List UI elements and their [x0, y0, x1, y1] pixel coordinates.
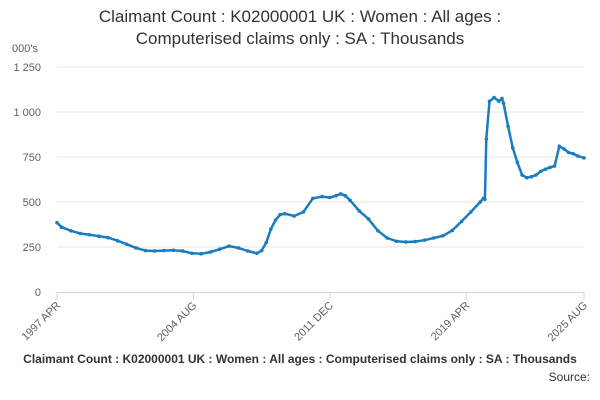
- x-tick-label: 2025 AUG: [546, 300, 590, 344]
- data-point: [515, 160, 520, 165]
- y-tick-label: 1 000: [13, 107, 41, 119]
- data-point: [292, 214, 296, 218]
- data-point: [338, 192, 343, 196]
- chart-title-line-2: Computerised claims only : SA : Thousand…: [135, 29, 465, 48]
- data-point: [348, 198, 352, 202]
- data-point: [520, 173, 524, 177]
- series-line: [55, 96, 586, 256]
- data-point: [403, 240, 408, 244]
- data-point: [566, 150, 571, 155]
- data-point: [552, 164, 557, 168]
- y-tick-label: 0: [35, 287, 41, 299]
- data-point: [217, 247, 222, 251]
- data-point: [576, 154, 580, 158]
- data-point: [431, 236, 436, 240]
- data-point: [413, 239, 417, 244]
- data-point: [582, 156, 586, 160]
- data-point: [328, 195, 332, 200]
- data-point: [366, 217, 371, 221]
- chart-title-line-1: Claimant Count : K02000001 UK : Women : …: [98, 7, 502, 26]
- data-point: [357, 209, 362, 213]
- data-point: [143, 248, 148, 253]
- data-point: [529, 175, 534, 179]
- data-point: [538, 169, 543, 174]
- data-point: [510, 146, 515, 150]
- data-point: [190, 251, 194, 256]
- data-point: [97, 234, 101, 238]
- y-tick-label: 1 250: [13, 62, 41, 74]
- y-tick-label: 500: [23, 197, 41, 209]
- data-point: [478, 200, 482, 204]
- data-point: [450, 228, 455, 233]
- data-point: [562, 147, 566, 151]
- data-point: [227, 244, 231, 248]
- data-point: [273, 218, 278, 222]
- data-point: [134, 246, 138, 250]
- data-point: [571, 151, 576, 156]
- data-point: [385, 236, 389, 240]
- data-point: [124, 242, 129, 247]
- data-point: [376, 229, 380, 233]
- data-point: [264, 240, 269, 245]
- y-tick-label: 250: [23, 242, 41, 254]
- data-point: [500, 96, 504, 101]
- data-point: [310, 196, 315, 201]
- chart-title: Claimant Count : K02000001 UK : Women : …: [0, 6, 600, 50]
- data-point: [269, 227, 273, 231]
- data-point: [171, 248, 176, 253]
- data-point: [259, 248, 264, 253]
- data-point: [283, 211, 287, 216]
- y-axis-unit-label: 000's: [12, 43, 38, 55]
- data-point: [487, 99, 492, 103]
- data-point: [441, 234, 445, 238]
- data-point: [152, 249, 157, 253]
- data-point: [497, 99, 501, 103]
- data-point: [548, 165, 552, 170]
- data-point: [208, 250, 213, 254]
- data-point: [255, 251, 259, 256]
- data-point: [459, 219, 464, 224]
- data-point: [236, 246, 241, 250]
- data-point: [162, 248, 166, 253]
- data-point: [106, 235, 110, 240]
- data-point: [557, 144, 562, 148]
- data-point: [506, 124, 510, 129]
- data-point: [59, 225, 64, 229]
- data-point: [469, 210, 473, 214]
- source-label: Source:: [548, 370, 590, 384]
- data-point: [199, 252, 203, 256]
- data-point: [483, 197, 487, 202]
- data-point: [115, 238, 120, 243]
- data-point: [394, 239, 399, 244]
- x-tick-label: 2019 APR: [429, 300, 473, 344]
- data-point: [180, 249, 185, 253]
- data-point: [492, 95, 496, 100]
- data-point: [55, 220, 59, 225]
- data-point: [78, 231, 83, 236]
- data-point: [301, 210, 306, 214]
- data-point: [278, 212, 283, 217]
- x-tick-label: 2004 AUG: [155, 300, 199, 344]
- data-point: [245, 249, 250, 253]
- chart-footer-title: Claimant Count : K02000001 UK : Women : …: [23, 352, 577, 366]
- data-point: [69, 229, 73, 233]
- data-point: [87, 232, 92, 237]
- data-point: [534, 173, 538, 177]
- data-point: [543, 167, 548, 172]
- x-tick-label: 1997 APR: [20, 300, 64, 344]
- x-tick-label: 2011 DEC: [292, 300, 336, 344]
- data-point: [422, 238, 427, 242]
- data-point: [524, 175, 529, 180]
- y-tick-label: 750: [23, 152, 41, 164]
- data-point: [334, 193, 338, 198]
- data-point: [320, 194, 324, 199]
- data-point: [343, 193, 348, 198]
- data-point: [484, 137, 489, 141]
- data-point: [501, 101, 506, 105]
